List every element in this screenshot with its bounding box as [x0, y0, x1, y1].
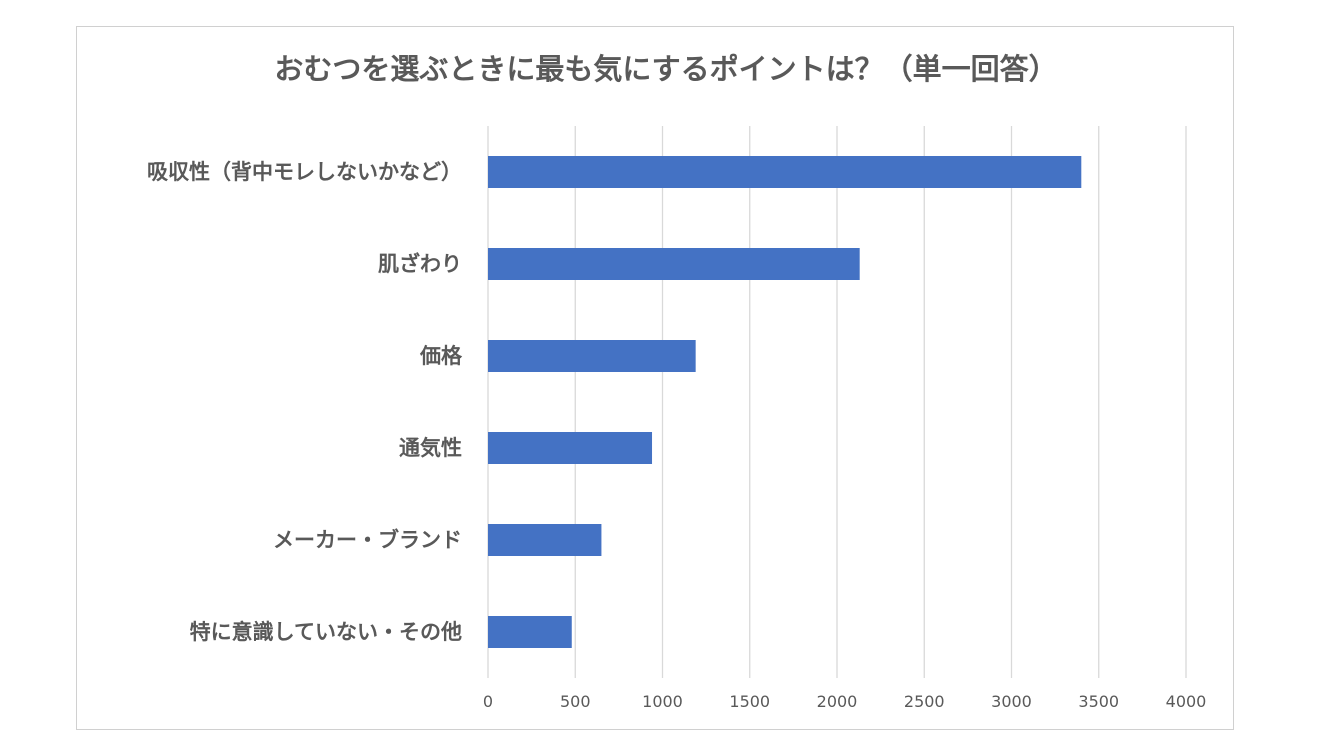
category-label: 吸収性（背中モレしないかなど）	[147, 160, 462, 184]
x-tick-label: 0	[483, 692, 493, 711]
x-tick-label: 1500	[729, 692, 770, 711]
category-label: 価格	[419, 344, 463, 368]
chart-title: おむつを選ぶときに最も気にするポイントは？（単一回答）	[274, 52, 1058, 86]
x-tick-labels: 0 500 1000 1500 2000 2500 3000 3500 4000	[483, 692, 1206, 711]
x-tick-label: 3500	[1078, 692, 1119, 711]
category-label: 肌ざわり	[378, 252, 462, 276]
bar	[488, 340, 696, 372]
bar	[488, 616, 572, 648]
x-tick-label: 1000	[642, 692, 683, 711]
x-tick-label: 4000	[1166, 692, 1207, 711]
x-tick-label: 3000	[991, 692, 1032, 711]
bars	[488, 156, 1082, 648]
bar	[488, 432, 653, 464]
chart-frame	[76, 26, 1234, 730]
category-labels: 吸収性（背中モレしないかなど） 肌ざわり価格通気性メーカー・ブランド特に意識してい…	[147, 160, 463, 644]
bar	[488, 156, 1082, 188]
x-tick-label: 500	[560, 692, 591, 711]
x-tick-label: 2000	[817, 692, 858, 711]
bar	[488, 524, 602, 556]
bar	[488, 248, 860, 280]
category-label: メーカー・ブランド	[273, 528, 462, 552]
x-tick-label: 2500	[904, 692, 945, 711]
category-label: 特に意識していない・その他	[190, 620, 462, 644]
category-label: 通気性	[399, 436, 462, 460]
gridlines	[487, 126, 1187, 678]
